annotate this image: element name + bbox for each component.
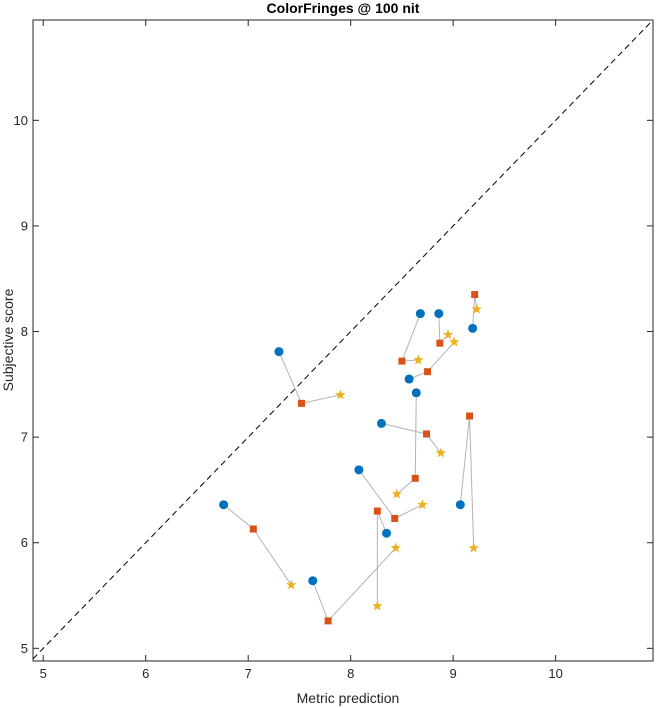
data-point-circle-8 bbox=[411, 388, 421, 398]
data-point-star-10 bbox=[417, 499, 428, 510]
y-tick-label: 10 bbox=[14, 113, 28, 128]
data-point-star-6 bbox=[471, 303, 482, 314]
data-point-star-12 bbox=[468, 542, 479, 553]
data-point-square-3 bbox=[324, 617, 332, 625]
y-tick-label: 8 bbox=[21, 324, 28, 339]
x-tick-label: 5 bbox=[40, 666, 47, 681]
data-point-star-2 bbox=[286, 579, 297, 590]
data-point-circle-3 bbox=[308, 576, 318, 586]
data-point-square-12 bbox=[466, 412, 474, 420]
data-point-circle-1 bbox=[274, 347, 284, 357]
data-point-square-1 bbox=[297, 399, 305, 407]
data-point-star-3 bbox=[390, 542, 402, 553]
data-point-circle-4 bbox=[415, 309, 425, 319]
data-point-star-7 bbox=[448, 336, 460, 347]
x-axis-label: Metric prediction bbox=[297, 690, 400, 706]
data-point-square-2 bbox=[249, 525, 257, 533]
y-tick-label: 7 bbox=[21, 430, 28, 445]
y-axis-label: Subjective score bbox=[0, 288, 16, 391]
data-point-star-5 bbox=[442, 329, 454, 340]
data-point-star-11 bbox=[372, 600, 383, 611]
data-point-circle-11 bbox=[382, 528, 392, 538]
data-point-square-8 bbox=[411, 474, 419, 482]
chart-title: ColorFringes @ 100 nit bbox=[267, 0, 420, 16]
data-point-square-5 bbox=[436, 339, 444, 347]
x-tick-label: 9 bbox=[450, 666, 457, 681]
data-point-circle-9 bbox=[376, 418, 386, 428]
plot-frame bbox=[32, 19, 654, 662]
data-point-square-7 bbox=[424, 368, 432, 376]
data-point-square-9 bbox=[423, 430, 431, 438]
x-tick-label: 7 bbox=[245, 666, 252, 681]
data-point-star-9 bbox=[435, 447, 447, 458]
data-point-square-11 bbox=[373, 507, 381, 515]
data-point-star-8 bbox=[391, 488, 403, 499]
data-point-square-4 bbox=[398, 357, 406, 365]
x-axis-ticks: 5 6 7 8 9 10 bbox=[40, 20, 563, 681]
y-tick-label: 5 bbox=[21, 641, 28, 656]
data-point-circle-10 bbox=[354, 465, 364, 475]
y-tick-label: 9 bbox=[21, 218, 28, 233]
x-tick-label: 6 bbox=[142, 666, 149, 681]
data-point-circle-2 bbox=[219, 500, 229, 510]
data-point-circle-7 bbox=[404, 374, 414, 384]
data-point-circle-5 bbox=[434, 309, 444, 319]
data-point-circle-6 bbox=[468, 323, 478, 333]
data-point-circle-12 bbox=[455, 500, 465, 510]
x-tick-label: 10 bbox=[548, 666, 562, 681]
y-tick-label: 6 bbox=[21, 535, 28, 550]
data-point-square-10 bbox=[391, 514, 399, 522]
data-point-star-4 bbox=[413, 354, 424, 365]
data-point-square-6 bbox=[471, 291, 479, 299]
data-point-star-1 bbox=[335, 389, 346, 400]
identity-reference-line bbox=[32, 19, 654, 660]
data-markers-layer bbox=[219, 291, 482, 625]
identity-reference-line-layer bbox=[32, 19, 654, 660]
x-tick-label: 8 bbox=[347, 666, 354, 681]
y-axis-ticks: 5 6 7 8 9 10 bbox=[14, 113, 653, 656]
